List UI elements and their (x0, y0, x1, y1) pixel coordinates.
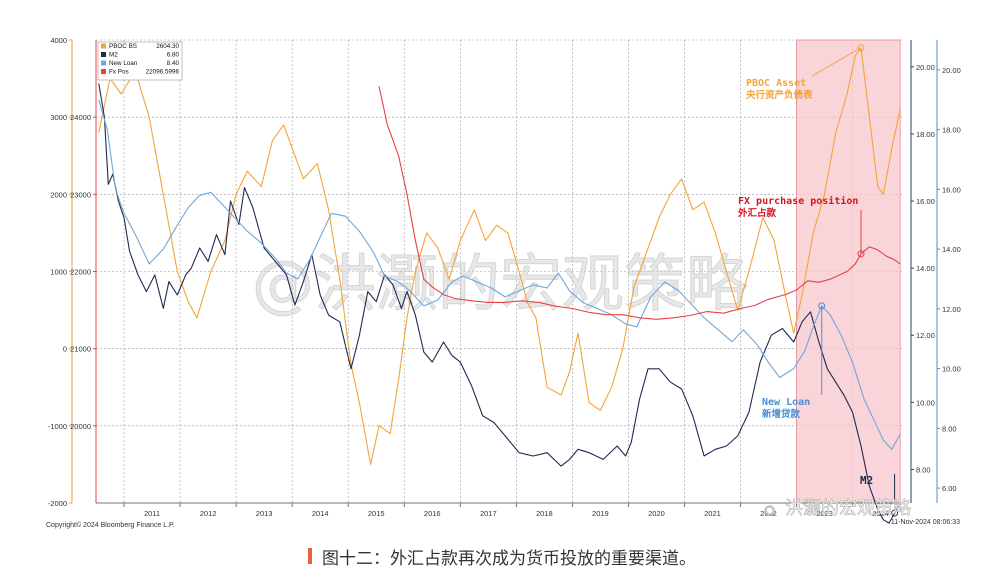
weibo-watermark: 洪灏的宏观策略 (785, 498, 911, 519)
tick-label-right_axis_2: 6.00 (942, 484, 957, 493)
legend-swatch (101, 60, 106, 66)
x-tick-label: 2013 (256, 509, 273, 518)
highlight-band (796, 39, 901, 504)
legend-label: PBOC BS (109, 43, 137, 50)
tick-label-right_axis_2: 8.00 (942, 424, 957, 433)
x-tick-label: 2019 (592, 509, 609, 518)
legend-box (97, 41, 183, 81)
tick-label-left_axis_1: 1000 (50, 268, 67, 277)
annotation-loan-zh: 新增贷款 (762, 408, 801, 420)
series-line-fx-pos (378, 86, 901, 320)
watermark-text: @洪灏的宏观策略 (252, 247, 748, 320)
annotation-fx-marker (857, 250, 865, 258)
annotation-fx-en: FX purchase position (738, 195, 858, 207)
axes-layer: -2000 -1000 0 1000 2000 3000 4000 20000 21000 220… (48, 36, 961, 518)
annotation-pboc-leader (811, 47, 862, 77)
x-tick-label: 2018 (536, 509, 553, 518)
legend-swatch (101, 52, 106, 57)
series-line-new-loan (98, 99, 901, 450)
tick-label-left_axis_2: 23000 (70, 190, 91, 199)
series-line-m2 (98, 83, 901, 524)
tick-label-right_axis_1: 14.00 (916, 264, 935, 273)
legend-value: 6.80 (167, 52, 180, 59)
tick-label-right_axis_2: 14.00 (942, 245, 961, 254)
tick-label-right_axis_1: 10.00 (916, 398, 935, 407)
weibo-logo-icon: ◉ (764, 503, 775, 518)
tick-label-left_axis_1: -2000 (48, 499, 67, 508)
legend-label: New Loan (109, 60, 138, 67)
tick-label-right_axis_1: 18.00 (916, 130, 935, 139)
tick-label-right_axis_2: 12.00 (942, 305, 961, 314)
annotation-pboc-marker (857, 44, 865, 52)
x-tick-label: 2020 (648, 509, 665, 518)
series-line-pboc-bs (98, 47, 901, 465)
x-tick-label: 2011 (144, 509, 160, 518)
annotation-pboc-zh: 央行资产负债表 (746, 89, 813, 101)
x-tick-label: 2024 (872, 509, 889, 518)
x-tick-label: 2016 (424, 509, 441, 518)
tick-label-left_axis_2: 22000 (70, 268, 91, 277)
annotation-loan-marker (818, 302, 826, 310)
caption-text: 图十二：外汇占款再次成为货币投放的重要渠道。 (322, 548, 696, 569)
annotation-loan-en: New Loan (762, 397, 810, 408)
tick-label-left_axis_1: -1000 (48, 422, 67, 431)
tick-label-right_axis_2: 18.00 (942, 126, 961, 135)
tick-label-left_axis_2: 20000 (70, 422, 91, 431)
x-tick-label: 2014 (312, 509, 329, 518)
annotation-fx-zh: 外汇占款 (737, 207, 777, 219)
tick-label-right_axis_1: 12.00 (916, 331, 935, 340)
tick-label-left_axis_2: 21000 (70, 345, 91, 354)
chart-footer: Copyright© 2024 Bloomberg Finance L.P. 11… (46, 498, 960, 529)
series-layer (98, 47, 901, 524)
figure-caption: 图十二：外汇占款再次成为货币投放的重要渠道。 (0, 535, 1004, 577)
tick-label-right_axis_1: 20.00 (916, 63, 935, 72)
x-tick-label: 2021 (704, 509, 721, 518)
annotation-m2-label: M2 (860, 474, 873, 487)
tick-label-left_axis_1: 2000 (50, 190, 67, 199)
legend-value: 22096.5996 (146, 69, 180, 76)
x-tick-label: 2023 (816, 509, 833, 518)
tick-label-right_axis_1: 8.00 (916, 465, 931, 474)
chart-legend: PBOC BS 2604.30 M2 6.80 New Loan 8.40 Fx Pos 22… (97, 41, 183, 81)
tick-label-right_axis_1: 16.00 (916, 197, 935, 206)
tick-label-right_axis_2: 20.00 (942, 66, 961, 75)
x-tick-label: 2022 (760, 509, 777, 518)
legend-label: Fx Pos (109, 69, 129, 76)
annotation-pboc-en: PBOC Asset (746, 78, 806, 89)
tick-label-left_axis_1: 0 (63, 345, 67, 354)
legend-value: 2604.30 (156, 43, 179, 50)
tick-label-left_axis_1: 3000 (50, 113, 67, 122)
x-tick-label: 2017 (480, 509, 497, 518)
tick-label-right_axis_2: 10.00 (942, 365, 961, 374)
legend-value: 8.40 (167, 60, 180, 67)
legend-label: M2 (109, 52, 118, 59)
copyright-text: Copyright© 2024 Bloomberg Finance L.P. (46, 521, 175, 529)
x-tick-label: 2012 (200, 509, 217, 518)
tick-label-left_axis_2: 24000 (70, 113, 91, 122)
shaded-region (796, 39, 901, 504)
timestamp-text: 11-Nov-2024 08:06:33 (891, 519, 960, 526)
watermark-layer: @洪灏的宏观策略 (251, 247, 748, 321)
x-tick-label: 2015 (368, 509, 385, 518)
legend-swatch (101, 69, 106, 74)
legend-swatch (101, 43, 106, 49)
chart-canvas: @洪灏的宏观策略 -2000 -1000 0 1000 2000 3000 4000 2000… (46, 36, 961, 529)
tick-label-left_axis_1: 4000 (50, 36, 67, 45)
caption-marker (308, 548, 312, 564)
tick-label-right_axis_2: 16.00 (942, 185, 961, 194)
